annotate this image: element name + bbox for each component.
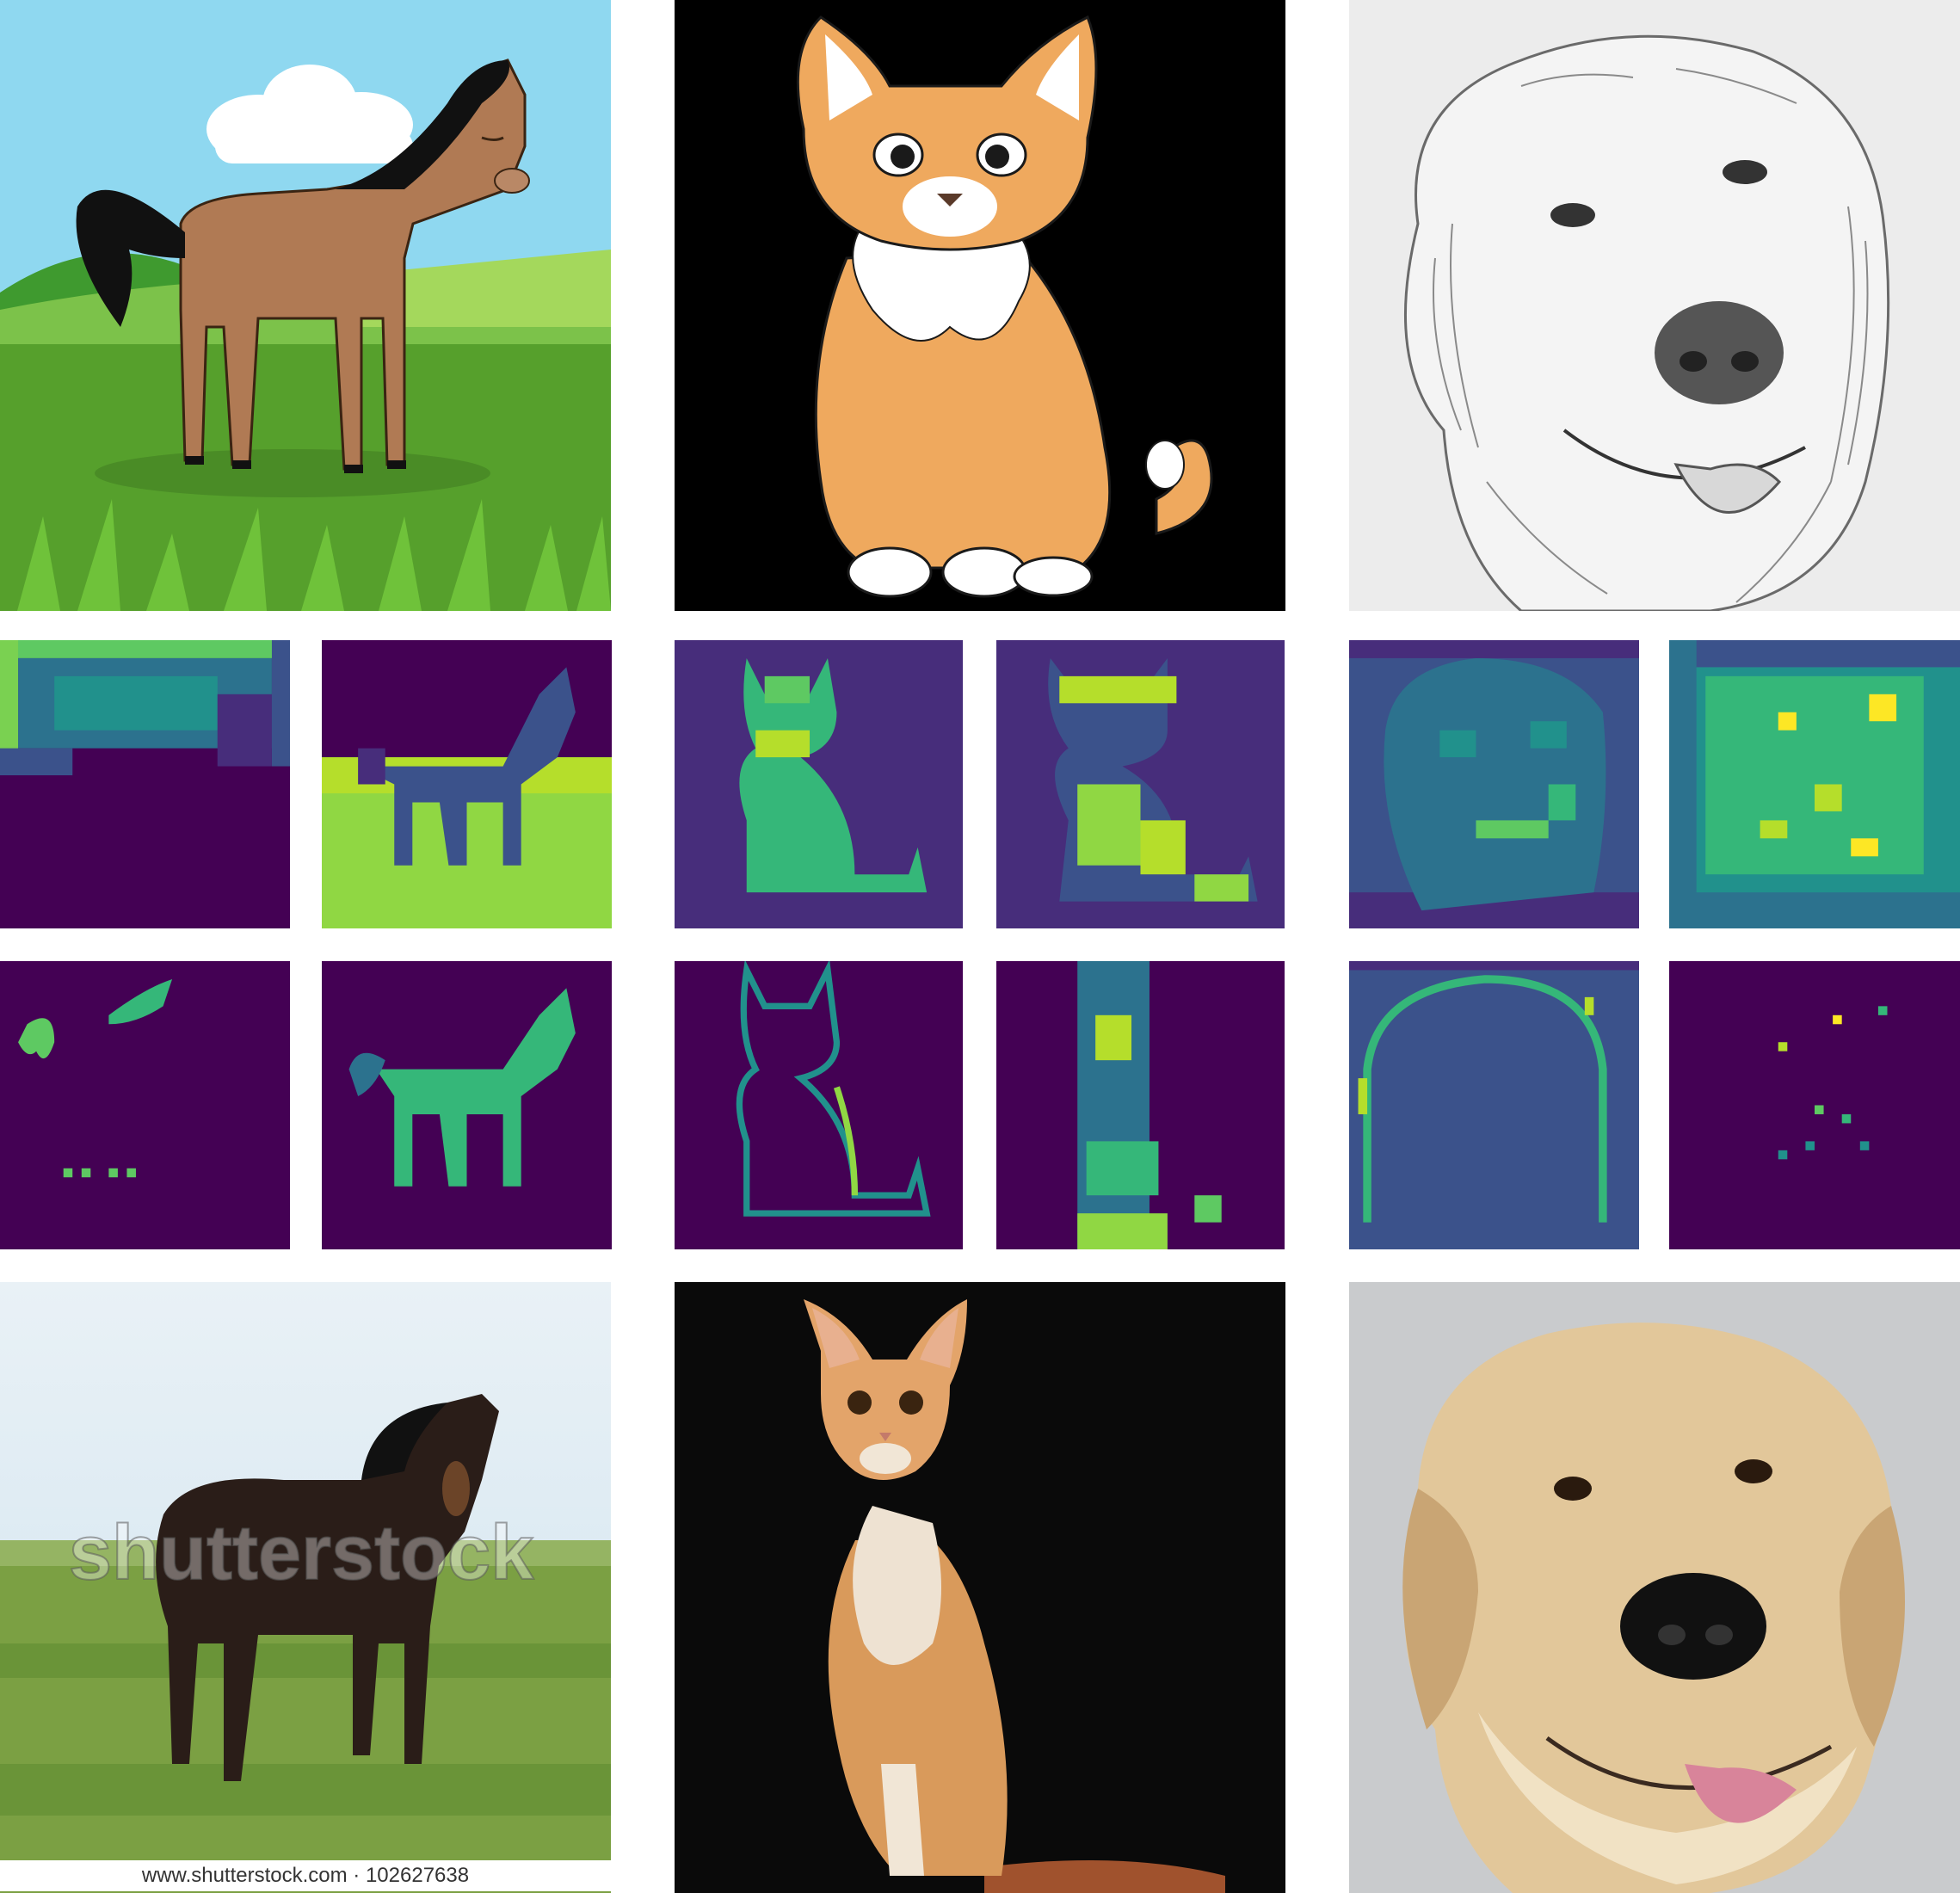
feature-map-dog-1 bbox=[1349, 640, 1639, 928]
cartoon-cat-image bbox=[675, 0, 1285, 611]
photo-horse-image: shutterstock www.shutterstock.com · 1026… bbox=[0, 1282, 611, 1893]
feature-map-cat-3 bbox=[675, 961, 963, 1249]
watermark-caption: www.shutterstock.com · 102627638 bbox=[0, 1860, 611, 1891]
feature-map-horse-1 bbox=[0, 640, 290, 928]
feature-map-horse-3 bbox=[0, 961, 290, 1249]
feature-map-dog-2 bbox=[1669, 640, 1960, 928]
feature-map-dog-3 bbox=[1349, 961, 1639, 1249]
photo-cat-image bbox=[675, 1282, 1285, 1893]
pencil-dog-sketch-image bbox=[1349, 0, 1960, 611]
feature-map-horse-4 bbox=[322, 961, 612, 1249]
feature-map-cat-2 bbox=[996, 640, 1285, 928]
feature-map-horse-2 bbox=[322, 640, 612, 928]
feature-map-cat-1 bbox=[675, 640, 963, 928]
cartoon-horse-image bbox=[0, 0, 611, 611]
feature-map-dog-4 bbox=[1669, 961, 1960, 1249]
watermark-overlay: shutterstock bbox=[69, 1510, 534, 1596]
photo-dog-image bbox=[1349, 1282, 1960, 1893]
feature-map-cat-4 bbox=[996, 961, 1285, 1249]
